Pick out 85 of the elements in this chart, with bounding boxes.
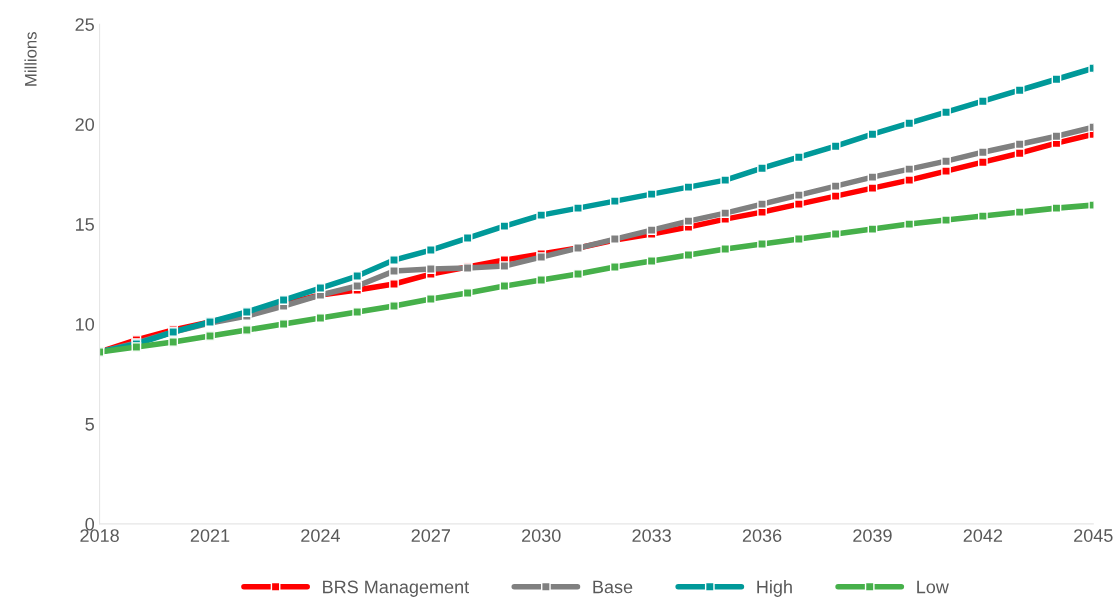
- point: [683, 182, 694, 192]
- y-tick-label: 25: [75, 18, 94, 31]
- point: [1014, 85, 1025, 96]
- point: [793, 234, 804, 244]
- x-tick-label: 2027: [411, 529, 450, 542]
- x-tick-label: 2024: [301, 529, 340, 542]
- x-tick-label: 2036: [742, 529, 782, 542]
- x-tick-label: 2042: [963, 529, 1003, 542]
- point: [389, 266, 399, 276]
- point: [1014, 139, 1025, 150]
- point: [830, 181, 841, 191]
- point: [720, 208, 731, 218]
- point: [168, 337, 179, 347]
- point: [867, 224, 878, 234]
- point: [499, 221, 510, 231]
- point: [499, 281, 510, 291]
- legend-label: BRS Management: [323, 580, 470, 597]
- point: [315, 283, 326, 293]
- point: [278, 319, 289, 329]
- point: [1051, 203, 1062, 213]
- y-tick-label: 0: [85, 517, 95, 531]
- point: [757, 239, 767, 249]
- x-tick-label: 2021: [190, 529, 230, 542]
- point: [646, 225, 657, 235]
- y-axis-title: Millions: [24, 32, 37, 86]
- point: [904, 219, 915, 229]
- point: [793, 190, 804, 200]
- point: [720, 244, 731, 254]
- point: [757, 163, 767, 174]
- point: [389, 255, 399, 265]
- point: [1014, 207, 1025, 217]
- point: [573, 269, 583, 279]
- point: [830, 229, 841, 239]
- x-tick-label: 2018: [80, 529, 119, 542]
- point: [389, 279, 399, 289]
- point: [573, 203, 583, 213]
- point: [1014, 148, 1025, 159]
- point: [941, 107, 951, 118]
- point: [536, 275, 547, 285]
- point: [867, 183, 878, 193]
- point: [389, 301, 399, 311]
- y-tick-label: 10: [76, 317, 95, 331]
- point: [609, 196, 620, 206]
- point: [867, 129, 878, 140]
- point: [425, 294, 436, 304]
- legend-label: High: [757, 580, 792, 597]
- point: [499, 261, 510, 271]
- x-tick-label: 2045: [1074, 529, 1113, 542]
- point: [205, 331, 215, 341]
- point: [977, 96, 988, 107]
- y-tick-label: 15: [76, 218, 94, 231]
- point: [1051, 131, 1062, 142]
- y-tick-label: 20: [75, 118, 95, 131]
- point: [536, 210, 547, 220]
- point: [646, 189, 657, 199]
- point: [462, 233, 473, 243]
- point: [830, 141, 841, 152]
- point: [352, 271, 363, 281]
- x-tick-label: 2030: [522, 529, 561, 542]
- point: [278, 295, 289, 305]
- point: [646, 256, 657, 266]
- x-tick-label: 2033: [632, 529, 671, 542]
- y-tick-label: 5: [85, 418, 94, 431]
- point: [977, 211, 988, 221]
- legend-label: Base: [593, 580, 633, 594]
- x-tick-label: 2039: [853, 529, 892, 542]
- point: [462, 288, 473, 298]
- point: [352, 281, 363, 291]
- point: [315, 313, 326, 323]
- point: [425, 245, 436, 255]
- point: [352, 307, 363, 317]
- point: [941, 215, 951, 225]
- point: [830, 191, 841, 201]
- legend-label: Low: [917, 580, 949, 594]
- point: [793, 152, 804, 163]
- point: [425, 264, 436, 274]
- point: [609, 262, 620, 272]
- point: [904, 118, 915, 129]
- point: [683, 216, 694, 226]
- point: [793, 199, 804, 209]
- point: [941, 166, 951, 177]
- point: [1051, 74, 1062, 85]
- point: [241, 325, 252, 335]
- point: [757, 199, 767, 209]
- point: [683, 250, 694, 260]
